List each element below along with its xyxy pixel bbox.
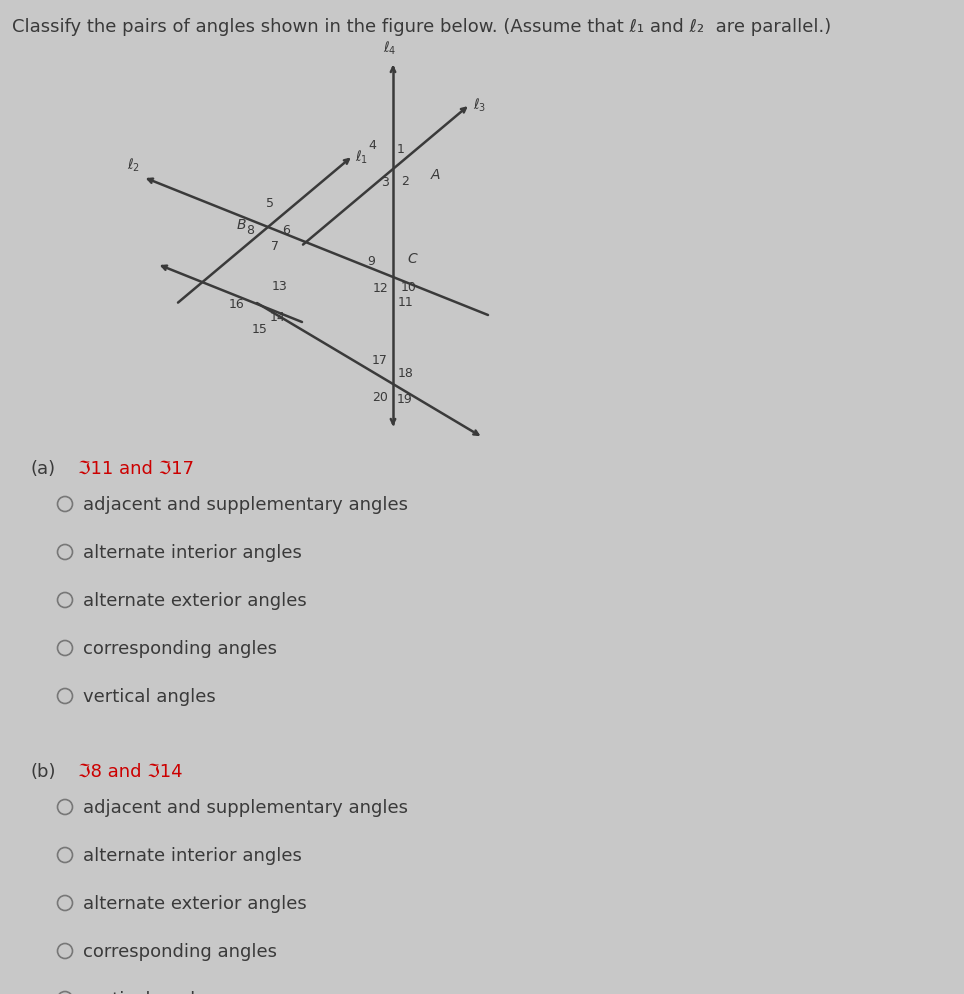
Text: 7: 7 <box>271 240 279 252</box>
Text: 11: 11 <box>398 295 414 309</box>
Text: B: B <box>236 218 246 232</box>
Text: adjacent and supplementary angles: adjacent and supplementary angles <box>83 798 408 816</box>
Text: 19: 19 <box>397 393 413 406</box>
Text: ℑ11 and ℑ17: ℑ11 and ℑ17 <box>78 459 194 477</box>
Text: 13: 13 <box>272 279 287 292</box>
Text: $\ell_3$: $\ell_3$ <box>473 96 486 114</box>
Text: 15: 15 <box>252 323 268 336</box>
Text: (a): (a) <box>30 459 55 477</box>
Text: 18: 18 <box>398 367 414 380</box>
Text: alternate exterior angles: alternate exterior angles <box>83 894 307 912</box>
Text: $\ell_1$: $\ell_1$ <box>355 148 368 165</box>
Text: 14: 14 <box>270 311 285 324</box>
Text: $\ell_4$: $\ell_4$ <box>384 40 397 57</box>
Text: alternate exterior angles: alternate exterior angles <box>83 591 307 609</box>
Text: adjacent and supplementary angles: adjacent and supplementary angles <box>83 495 408 514</box>
Text: 5: 5 <box>266 197 274 210</box>
Text: 1: 1 <box>397 143 405 156</box>
Text: ℑ8 and ℑ14: ℑ8 and ℑ14 <box>78 762 182 780</box>
Text: C: C <box>407 251 416 265</box>
Text: 3: 3 <box>381 176 389 189</box>
Text: 4: 4 <box>368 139 376 152</box>
Text: 10: 10 <box>401 280 416 293</box>
Text: $\ell_2$: $\ell_2$ <box>127 156 140 174</box>
Text: A: A <box>431 168 441 182</box>
Text: corresponding angles: corresponding angles <box>83 942 277 960</box>
Text: 16: 16 <box>228 298 244 311</box>
Text: 12: 12 <box>372 281 388 294</box>
Text: vertical angles: vertical angles <box>83 990 216 994</box>
Text: 2: 2 <box>401 175 409 188</box>
Text: alternate interior angles: alternate interior angles <box>83 544 302 562</box>
Text: 20: 20 <box>372 391 388 404</box>
Text: (b): (b) <box>30 762 56 780</box>
Text: vertical angles: vertical angles <box>83 687 216 706</box>
Text: 17: 17 <box>372 354 388 367</box>
Text: 8: 8 <box>246 225 254 238</box>
Text: alternate interior angles: alternate interior angles <box>83 846 302 864</box>
Text: 6: 6 <box>282 225 290 238</box>
Text: 9: 9 <box>367 254 375 267</box>
Text: Classify the pairs of angles shown in the figure below. (Assume that ℓ₁ and ℓ₂  : Classify the pairs of angles shown in th… <box>12 18 831 36</box>
Text: corresponding angles: corresponding angles <box>83 639 277 657</box>
